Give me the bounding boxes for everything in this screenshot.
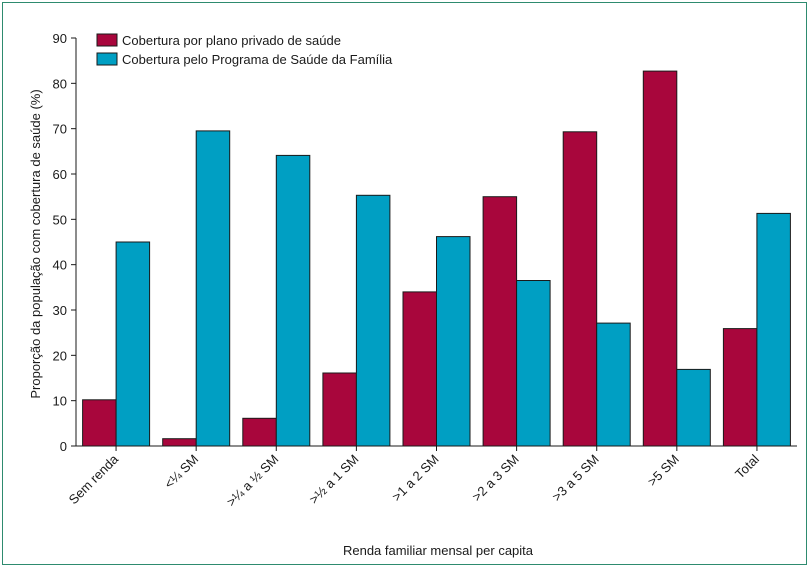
bar-psf-5-sm — [676, 368, 711, 447]
x-tick-labels: Sem renda <¼ SM >¼ a ½ SM >½ a 1 SM >1 a 2 S… — [66, 451, 763, 509]
y-tick-label: 20 — [53, 348, 67, 363]
bar-plano-privado-total — [722, 328, 758, 447]
x-tick-label: >3 a 5 SM — [549, 452, 602, 505]
bars-group — [82, 70, 791, 447]
bar-psf-sm — [195, 130, 231, 447]
y-tick-label: 0 — [60, 439, 67, 454]
y-tick-label: 80 — [53, 76, 67, 91]
bar-psf-1-a-2-sm — [436, 236, 471, 447]
x-tick-label: Total — [732, 451, 762, 481]
bar-psf-total — [756, 212, 791, 447]
legend-swatch-psf — [96, 52, 118, 66]
bar-plano-privado-sem-renda — [82, 399, 117, 447]
x-tick-label: >1 a 2 SM — [389, 452, 442, 505]
bar-plano-privado-sm — [162, 438, 197, 447]
y-tick-labels: 0 10 20 30 40 50 60 70 80 90 — [53, 31, 67, 454]
y-axis-title: Proporção da população com cobertura de … — [28, 89, 43, 398]
y-tick-label: 70 — [53, 122, 67, 137]
bar-plano-privado-2-a-3-sm — [482, 196, 518, 447]
x-axis-title: Renda familiar mensal per capita — [343, 543, 534, 558]
x-tick-label: >¼ a ½ SM — [224, 452, 282, 510]
legend: Cobertura por plano privado de saúde Cobe… — [96, 33, 393, 67]
bar-plano-privado-1-a-2-sm — [402, 291, 437, 447]
x-tick-label: Sem renda — [66, 451, 122, 507]
bar-psf-3-a-5-sm — [596, 322, 631, 447]
axes-group — [71, 37, 797, 451]
y-tick-label: 30 — [53, 303, 67, 318]
bar-psf-a-sm — [275, 154, 311, 447]
x-tick-label: >5 SM — [645, 452, 682, 489]
bar-psf-sem-renda — [115, 241, 151, 447]
legend-label-psf: Cobertura pelo Programa de Saúde da Famí… — [122, 52, 393, 67]
x-tick-label: >2 a 3 SM — [469, 452, 522, 505]
y-tick-label: 10 — [53, 394, 67, 409]
y-tick-label: 90 — [53, 31, 67, 46]
bar-plano-privado-a-sm — [242, 417, 277, 447]
legend-swatch-plano-privado — [96, 33, 118, 47]
x-tick-label: <¼ SM — [161, 452, 201, 492]
bar-psf-2-a-3-sm — [516, 280, 551, 447]
y-tick-label: 50 — [53, 212, 67, 227]
bar-plano-privado-5-sm — [642, 70, 678, 447]
bar-plano-privado-3-a-5-sm — [562, 131, 598, 447]
legend-label-plano-privado: Cobertura por plano privado de saúde — [122, 33, 341, 48]
y-tick-label: 40 — [53, 258, 67, 273]
bar-psf-a-1-sm — [355, 194, 391, 447]
y-tick-label: 60 — [53, 167, 67, 182]
x-tick-label: >½ a 1 SM — [306, 452, 361, 507]
bar-plano-privado-a-1-sm — [322, 372, 357, 447]
